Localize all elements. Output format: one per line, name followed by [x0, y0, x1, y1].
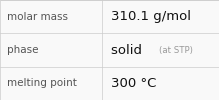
Text: phase: phase	[7, 45, 38, 55]
Text: solid: solid	[111, 44, 150, 56]
Text: molar mass: molar mass	[7, 12, 68, 22]
Text: 300 °C: 300 °C	[111, 77, 156, 90]
Text: melting point: melting point	[7, 78, 76, 88]
Text: (at STP): (at STP)	[159, 46, 193, 54]
Text: 310.1 g/mol: 310.1 g/mol	[111, 10, 191, 23]
